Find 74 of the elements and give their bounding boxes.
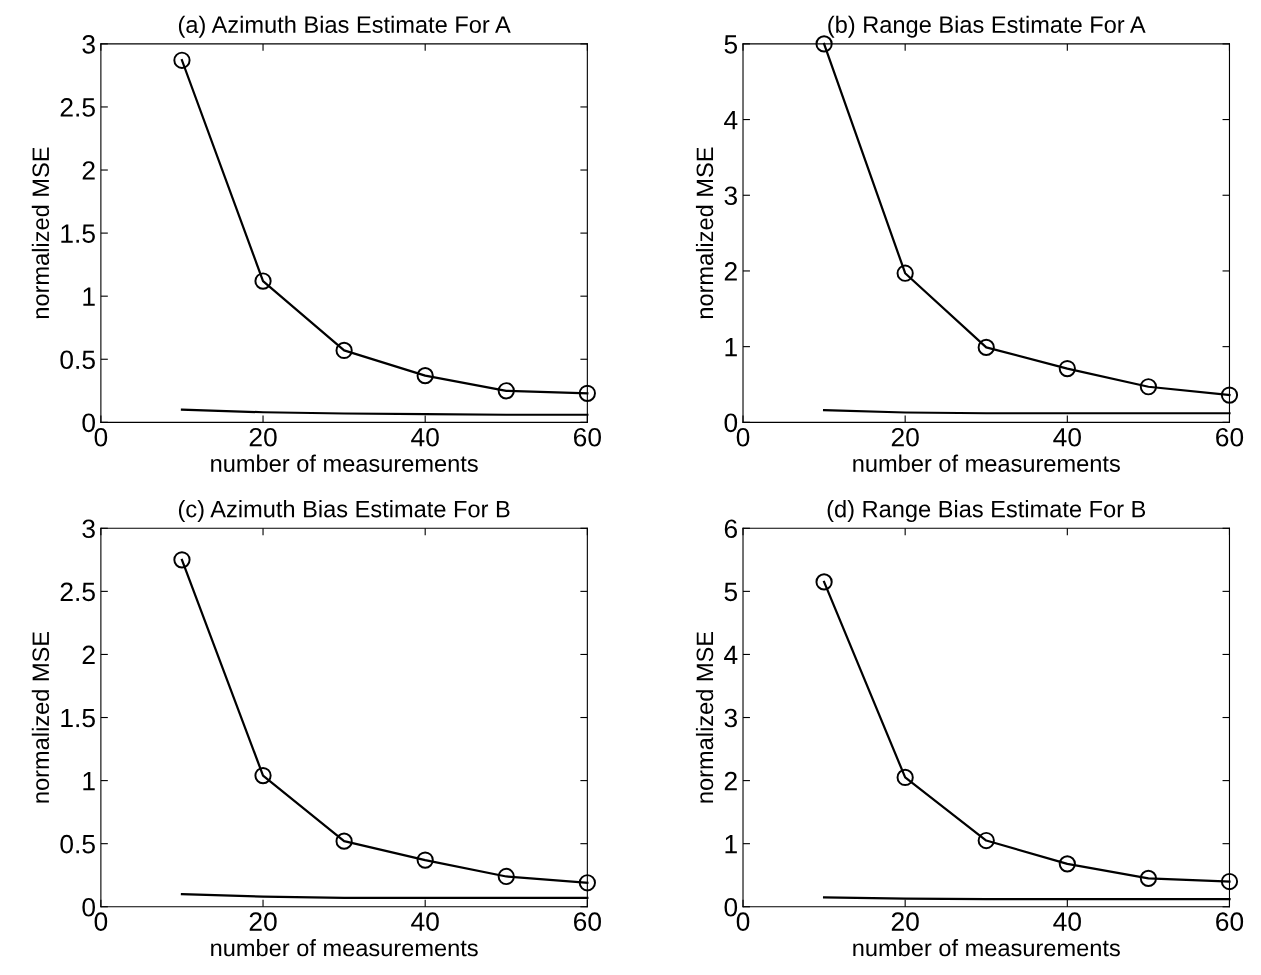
- chart-title: (a) Azimuth Bias Estimate For A: [178, 15, 511, 38]
- y-tick-label: 1: [83, 287, 95, 306]
- y-tick-label: 2.5: [60, 582, 95, 602]
- x-tick-label: 40: [1053, 912, 1081, 931]
- point: [896, 768, 914, 787]
- point: [977, 831, 995, 850]
- y-tick-label: 4: [724, 645, 738, 665]
- point: [977, 338, 995, 356]
- x-tick-label: 60: [574, 427, 601, 447]
- point: [1058, 855, 1076, 873]
- point: [578, 874, 596, 892]
- point: [173, 551, 191, 569]
- point: [335, 832, 353, 850]
- point: [1139, 869, 1158, 887]
- point: [1220, 386, 1239, 404]
- point: [1220, 872, 1239, 891]
- y-tick-label: 1: [725, 835, 737, 854]
- y-tick-label: 0: [724, 897, 738, 917]
- x-axis-title: number of measurements: [211, 454, 478, 472]
- x-tick-label: 40: [411, 427, 439, 447]
- point: [254, 272, 272, 290]
- y-tick-label: 0: [724, 413, 738, 433]
- chart-title: (b) Range Bias Estimate For A: [828, 15, 1146, 38]
- x-tick-label: 40: [1053, 427, 1081, 447]
- y-tick-label: 0.5: [60, 350, 95, 370]
- x-axis-title: number of measurements: [853, 454, 1120, 472]
- y-tick-label: 2: [82, 645, 95, 665]
- y-axis-title: normalized MSE: [695, 631, 714, 803]
- y-tick-label: 3: [82, 519, 95, 539]
- x-tick-label: 60: [1216, 427, 1244, 447]
- y-axis-title: normalized MSE: [31, 631, 50, 803]
- y-tick-label: 1.5: [61, 708, 95, 728]
- x-tick-label: 20: [891, 427, 919, 447]
- x-axis-title: number of measurements: [853, 938, 1120, 957]
- y-tick-label: 5: [724, 582, 738, 602]
- point: [578, 384, 596, 402]
- point: [1058, 359, 1076, 378]
- y-tick-label: 4: [724, 110, 738, 130]
- point: [416, 367, 434, 385]
- y-tick-label: 3: [82, 35, 95, 54]
- point: [416, 851, 434, 869]
- y-tick-label: 6: [724, 519, 737, 539]
- x-tick-label: 20: [249, 912, 277, 931]
- point: [335, 341, 353, 360]
- point: [173, 51, 191, 69]
- x-tick-label: 20: [891, 912, 919, 931]
- y-tick-label: 2: [724, 262, 737, 281]
- x-tick-label: 60: [1216, 912, 1244, 931]
- point: [497, 382, 515, 400]
- y-axis-title: normalized MSE: [695, 147, 714, 319]
- y-tick-label: 0.5: [60, 834, 95, 854]
- y-tick-label: 0: [82, 413, 95, 433]
- y-tick-label: 1: [83, 772, 95, 791]
- y-tick-label: 3: [724, 186, 737, 206]
- y-tick-label: 3: [724, 708, 737, 728]
- point: [497, 867, 515, 886]
- y-tick-label: 2: [82, 161, 95, 180]
- x-tick-label: 20: [249, 427, 277, 447]
- y-tick-label: 1.5: [61, 224, 95, 243]
- x-axis-title: number of measurements: [211, 938, 478, 957]
- x-tick-label: 60: [574, 912, 601, 931]
- chart-title: (c) Azimuth Bias Estimate For B: [178, 500, 510, 523]
- y-axis-title: normalized MSE: [31, 147, 50, 319]
- y-tick-label: 0: [82, 897, 95, 917]
- y-tick-label: 2.5: [60, 98, 95, 117]
- x-tick-label: 40: [411, 912, 439, 931]
- y-tick-label: 1: [725, 338, 737, 357]
- y-tick-label: 2: [724, 771, 737, 791]
- point: [896, 264, 914, 282]
- point: [254, 766, 272, 785]
- chart-title: (d) Range Bias Estimate For B: [827, 500, 1146, 523]
- point: [815, 573, 833, 591]
- point: [1139, 378, 1158, 396]
- y-tick-label: 5: [724, 35, 738, 54]
